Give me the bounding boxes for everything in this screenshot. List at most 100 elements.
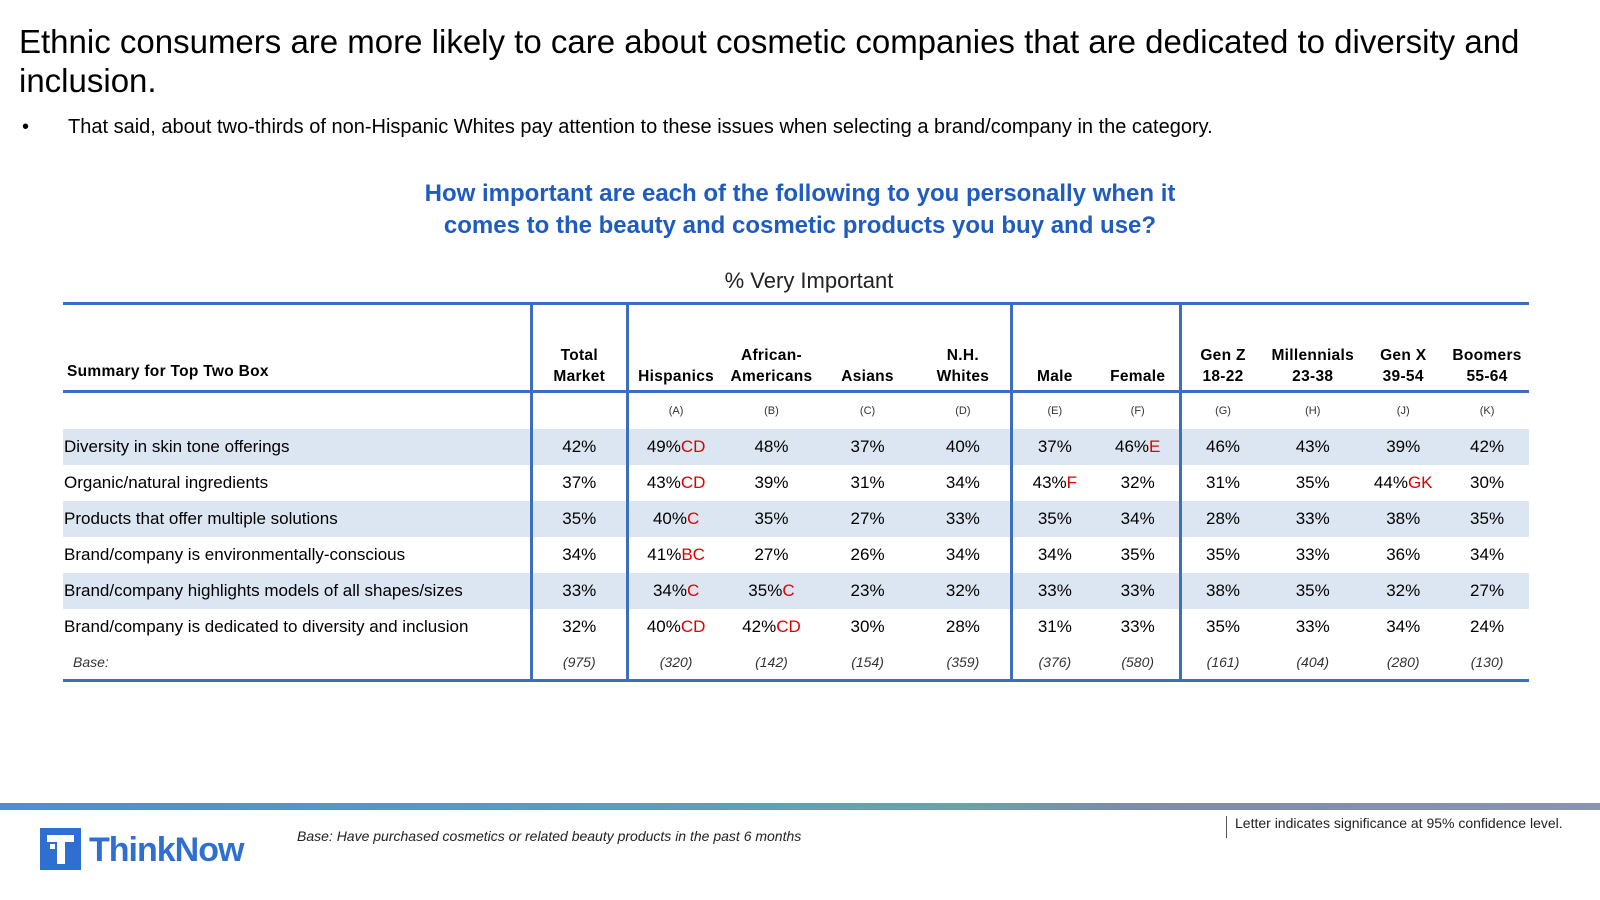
value-cell: 28%: [1178, 501, 1265, 537]
value-cell: 46%E: [1096, 429, 1181, 465]
table-row: Diversity in skin tone offerings 42% 49%CD…: [63, 429, 1529, 465]
cell-value: 30%: [850, 617, 885, 636]
letter-cell: (D): [955, 405, 971, 417]
significance-letters: F: [1066, 473, 1078, 492]
value-cell: 46%: [1178, 429, 1265, 465]
cell-value: 44%: [1373, 473, 1408, 492]
value-cell: 33%: [1096, 573, 1181, 609]
cell-value: 26%: [850, 545, 885, 564]
letter-cell: (B): [764, 405, 779, 417]
significance-letters: CD: [680, 473, 706, 492]
table-row: Products that offer multiple solutions 35…: [63, 501, 1529, 537]
value-cell: 35%: [723, 501, 820, 537]
column-header-female: Female: [1096, 303, 1181, 393]
column-header-asians: Asians: [819, 303, 916, 393]
cell-value: 39%: [1386, 437, 1421, 456]
cell-value: 33%: [945, 509, 980, 528]
significance-letters: BC: [681, 545, 705, 564]
row-label: Brand/company highlights models of all s…: [63, 573, 532, 609]
cell-value: 35%: [1120, 545, 1155, 564]
cell-value: 40%: [945, 437, 980, 456]
base-label: Base:: [73, 654, 109, 670]
column-header-boomers: Boomers 55-64: [1445, 303, 1529, 393]
value-cell: 40%CD: [625, 609, 724, 645]
value-cell: 41%BC: [625, 537, 724, 573]
column-header-hispanics: Hispanics: [625, 303, 724, 393]
value-cell: 27%: [819, 501, 916, 537]
value-cell: 23%: [819, 573, 916, 609]
cell-value: 33%: [1295, 545, 1330, 564]
row-label: Brand/company is environmentally-conscio…: [64, 545, 406, 564]
value-cell: 34%: [529, 537, 628, 573]
cell-value: 39%: [754, 473, 789, 492]
table-row: Organic/natural ingredients 37% 43%CD 39% 31…: [63, 465, 1529, 501]
base-value: (359): [946, 654, 980, 670]
row-label: Brand/company is dedicated to diversity …: [64, 617, 469, 636]
value-cell: 35%: [1178, 609, 1265, 645]
value-cell: 37%: [529, 465, 628, 501]
letter-cell: (F): [1130, 405, 1145, 417]
cell-value: 33%: [1120, 581, 1155, 600]
value-cell: 33%: [1264, 609, 1361, 645]
column-header-gen-x: Gen X 39-54: [1361, 303, 1446, 393]
table-data-body: Diversity in skin tone offerings 42% 49%CD…: [63, 429, 1529, 645]
value-cell: 32%: [915, 573, 1012, 609]
value-cell: 34%: [1361, 609, 1445, 645]
row-label: Products that offer multiple solutions: [63, 501, 532, 537]
cell-value: 34%: [945, 473, 980, 492]
value-cell: 34%: [1010, 537, 1097, 573]
value-cell: 33%: [1097, 609, 1181, 645]
column-letter-row: (A) (B) (C) (D) (E) (F) (G) (H) (J) (K): [63, 391, 1529, 429]
cell-value: 35%: [1206, 545, 1241, 564]
letter-cell: (K): [1479, 405, 1495, 417]
cell-value: 34%: [1386, 617, 1421, 636]
cell-value: 35%: [1037, 509, 1072, 528]
cell-value: 37%: [562, 473, 597, 492]
thinknow-logo-icon: [40, 828, 81, 870]
value-cell: 35%: [1010, 501, 1097, 537]
value-cell: 40%C: [625, 501, 724, 537]
value-cell: 39%: [723, 465, 819, 501]
value-cell: 30%: [820, 609, 916, 645]
cell-value: 35%: [562, 509, 597, 528]
cell-value: 28%: [1206, 509, 1241, 528]
letter-cell: (H): [1305, 405, 1321, 417]
cell-value: 34%: [1470, 545, 1505, 564]
base-row: Base: (975) (320) (142) (154) (359) (376…: [63, 645, 1529, 681]
question-line-1: How important are each of the following …: [424, 180, 1176, 207]
column-header-millennials: Millennials 23-38: [1264, 303, 1362, 393]
value-cell: 44%GK: [1361, 465, 1445, 501]
base-value: (376): [1010, 645, 1097, 681]
value-cell: 35%: [1097, 537, 1181, 573]
slide-title: Ethnic consumers are more likely to care…: [19, 23, 1520, 99]
value-cell: 34%: [1445, 537, 1529, 573]
value-cell: 37%: [1010, 429, 1097, 465]
letter-cell: (A): [625, 391, 724, 429]
value-cell: 40%: [915, 429, 1012, 465]
row-label: Organic/natural ingredients: [64, 473, 269, 492]
value-cell: 27%: [723, 537, 819, 573]
cell-value: 40%: [652, 509, 687, 528]
value-cell: 31%: [1178, 465, 1265, 501]
bullet-text: That said, about two-thirds of non-Hispa…: [68, 116, 1213, 138]
letter-cell: (C): [859, 405, 876, 417]
base-value: (975): [529, 645, 628, 681]
cell-value: 34%: [1037, 545, 1072, 564]
value-cell: 33%: [529, 573, 628, 609]
significance-letters: GK: [1407, 473, 1433, 492]
table-header-row: Summary for Top Two Box Total Market Hisp…: [63, 303, 1529, 393]
cell-value: 35%: [1295, 581, 1330, 600]
base-value: (154): [851, 654, 884, 670]
cell-value: 43%: [1295, 437, 1330, 456]
cell-value: 33%: [562, 581, 597, 600]
value-cell: 33%: [1264, 537, 1361, 573]
cell-value: 40%: [646, 617, 681, 636]
value-cell: 33%: [1264, 501, 1362, 537]
value-cell: 32%: [529, 609, 628, 645]
footer-divider: [0, 803, 1600, 810]
value-cell: 32%: [1361, 573, 1446, 609]
value-cell: 39%: [1361, 429, 1446, 465]
value-cell: 38%: [1361, 501, 1446, 537]
cell-value: 33%: [1037, 581, 1072, 600]
bullet-symbol: •: [22, 116, 30, 138]
